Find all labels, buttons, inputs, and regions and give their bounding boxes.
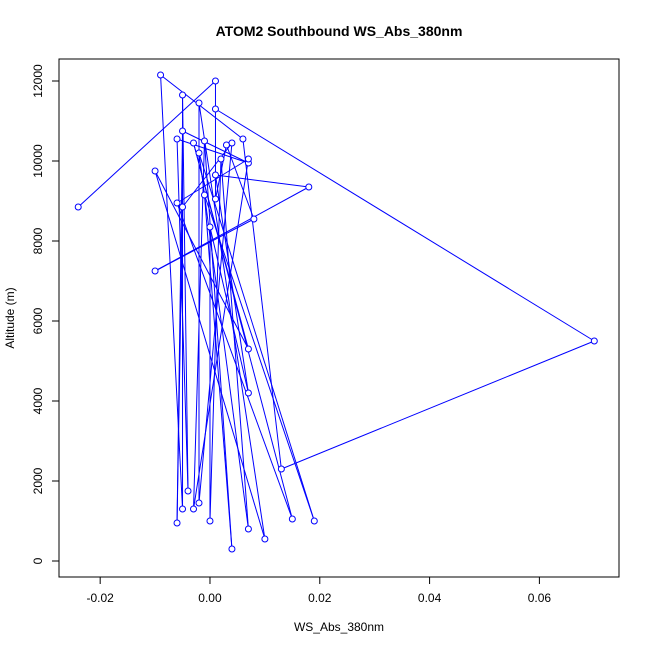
series-line-segment	[77, 80, 216, 208]
series-line-segment	[209, 226, 249, 394]
data-point	[228, 545, 236, 553]
data-point	[179, 203, 187, 211]
y-tick-label: 8000	[31, 227, 45, 254]
data-point	[195, 99, 203, 107]
data-point	[244, 525, 252, 533]
data-point	[157, 71, 165, 79]
data-point	[250, 215, 258, 223]
data-point	[200, 191, 208, 199]
x-tick-label: 0.06	[528, 591, 552, 605]
y-tick-label: 2000	[31, 467, 45, 494]
series-line-segment	[203, 140, 233, 550]
data-point	[211, 195, 219, 203]
series-line-segment	[176, 138, 249, 164]
data-point	[222, 141, 230, 149]
data-point	[239, 135, 247, 143]
series-line-segment	[176, 158, 249, 204]
series-line-segment	[193, 140, 205, 510]
series-layer	[74, 71, 598, 553]
data-point	[211, 77, 219, 85]
plot-frame	[58, 58, 620, 578]
series-line-segment	[214, 144, 227, 200]
data-point	[277, 465, 285, 473]
data-point	[190, 505, 198, 513]
series-line-segment	[176, 202, 293, 520]
data-point	[244, 345, 252, 353]
series-line-segment	[204, 194, 315, 522]
data-point	[195, 149, 203, 157]
series-line-segment	[281, 340, 595, 470]
series-line-segment	[242, 138, 282, 470]
y-axis-label: Altitude (m)	[3, 287, 17, 348]
x-tick-label: 0.04	[418, 591, 442, 605]
data-point	[261, 535, 269, 543]
data-point	[179, 505, 187, 513]
series-line-segment	[198, 142, 233, 504]
series-line-segment	[160, 74, 244, 140]
data-point	[179, 91, 187, 99]
series-line-segment	[154, 218, 255, 272]
series-line-segment	[220, 158, 249, 530]
data-point	[211, 171, 219, 179]
data-point	[74, 203, 82, 211]
x-tick-label: 0.02	[308, 591, 332, 605]
series-line-segment	[154, 170, 249, 350]
data-point	[211, 105, 219, 113]
x-axis-label: WS_Abs_380nm	[294, 620, 384, 634]
series-line-segment	[176, 138, 189, 492]
series-line-segment	[182, 94, 189, 492]
data-point	[151, 167, 159, 175]
series-line-segment	[209, 158, 222, 522]
data-point	[173, 519, 181, 527]
data-point	[590, 337, 598, 345]
y-tick-label: 0	[31, 557, 45, 564]
data-point	[173, 199, 181, 207]
series-line-segment	[193, 142, 293, 520]
x-axis: -0.02 0.00 0.02 0.04 0.06	[86, 576, 552, 605]
data-point	[200, 137, 208, 145]
data-point	[190, 139, 198, 147]
series-line-segment	[215, 108, 595, 342]
data-point	[151, 267, 159, 275]
series-line-segment	[193, 158, 249, 510]
chart-title: ATOM2 Southbound WS_Abs_380nm	[216, 23, 463, 39]
data-point	[244, 389, 252, 397]
y-tick-label: 12000	[31, 64, 45, 98]
data-point	[217, 155, 225, 163]
series-line-segment	[198, 152, 249, 530]
data-point	[305, 183, 313, 191]
data-point	[244, 155, 252, 163]
data-point	[206, 223, 214, 231]
series-line-segment	[225, 144, 255, 220]
x-tick-label: 0.00	[198, 591, 222, 605]
data-point	[195, 499, 203, 507]
series-line-segment	[214, 174, 249, 394]
data-point	[179, 127, 187, 135]
data-point	[173, 135, 181, 143]
data-point	[310, 517, 318, 525]
y-axis: 0 2000 4000 6000 8000 10000 12000	[31, 64, 60, 564]
series-line-segment	[198, 152, 315, 522]
x-tick-label: -0.02	[86, 591, 114, 605]
series-line-segment	[203, 194, 233, 550]
data-point	[206, 517, 214, 525]
data-point	[288, 515, 296, 523]
y-tick-label: 4000	[31, 387, 45, 414]
data-point	[184, 487, 192, 495]
series-line-segment	[215, 174, 309, 188]
y-tick-label: 10000	[31, 144, 45, 178]
y-tick-label: 6000	[31, 307, 45, 334]
